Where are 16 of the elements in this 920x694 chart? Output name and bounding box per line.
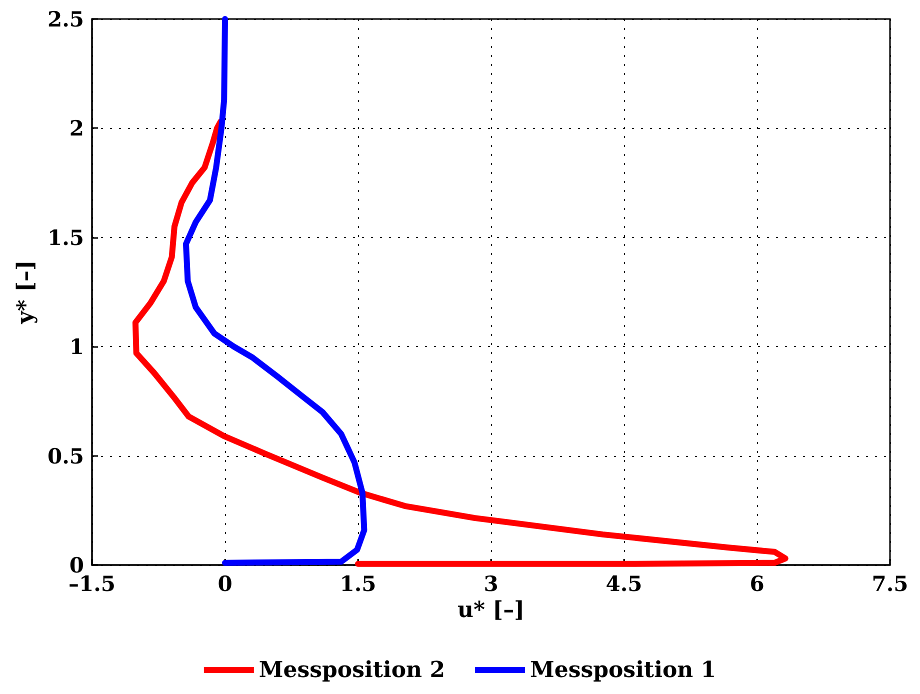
x-tick-label: 3 [484, 571, 498, 596]
y-tick-label: 2 [69, 116, 84, 141]
x-tick-label: 4.5 [606, 571, 642, 596]
legend-label: Messposition 1 [530, 657, 716, 683]
legend-label: Messposition 2 [258, 657, 445, 683]
y-axis-title: y* [–] [12, 260, 39, 325]
x-axis-title: u* [–] [458, 596, 524, 623]
x-tick-label: 6 [750, 571, 764, 596]
y-tick-label: 0.5 [47, 443, 84, 468]
x-tick-label: 0 [218, 571, 232, 596]
y-tick-label: 1.5 [47, 224, 84, 250]
y-tick-label: 2.5 [47, 6, 84, 32]
y-tick-label: 0 [69, 552, 84, 578]
y-tick-label: 1 [69, 334, 84, 360]
x-tick-label: 7.5 [872, 571, 908, 596]
x-tick-label: 1.5 [340, 571, 376, 596]
